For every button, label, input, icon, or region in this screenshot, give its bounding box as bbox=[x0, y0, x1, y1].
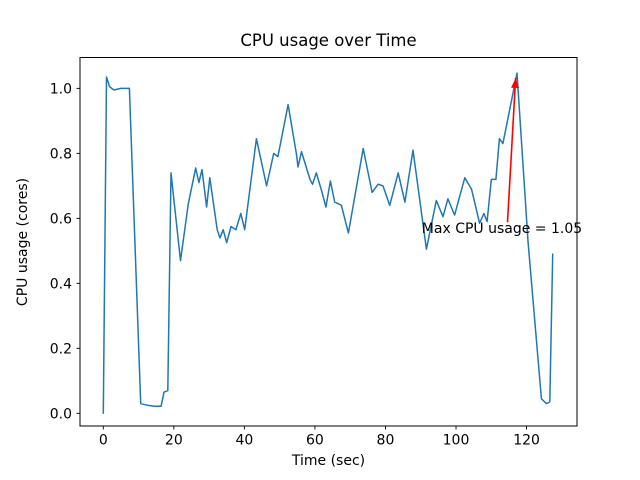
plot-area bbox=[79, 57, 578, 427]
x-tick-label: 20 bbox=[165, 433, 183, 449]
x-tick-label: 0 bbox=[99, 433, 108, 449]
x-tick-label: 40 bbox=[235, 433, 253, 449]
y-tick-label: 0.8 bbox=[50, 146, 72, 162]
x-axis-label: Time (sec) bbox=[291, 453, 365, 469]
cpu-usage-line bbox=[102, 72, 554, 415]
x-tick-label: 100 bbox=[443, 433, 470, 449]
y-tick-label: 0.4 bbox=[50, 276, 72, 292]
y-tick-label: 1.0 bbox=[50, 81, 72, 97]
max-cpu-annotation: Max CPU usage = 1.05 bbox=[422, 221, 582, 237]
y-tick-label: 0.2 bbox=[50, 341, 72, 357]
annotation-arrow bbox=[506, 77, 520, 223]
x-tick-label: 60 bbox=[306, 433, 324, 449]
y-tick-label: 0.6 bbox=[50, 211, 72, 227]
y-tick-label: 0.0 bbox=[50, 406, 72, 422]
x-tick-label: 120 bbox=[513, 433, 540, 449]
x-tick-label: 80 bbox=[377, 433, 395, 449]
data-series bbox=[102, 72, 554, 415]
axis-ticks: 0 20 40 60 80 100 120 0.0 0.2 0.4 0.6 0.8 1.0 bbox=[50, 81, 540, 448]
y-axis-label: CPU usage (cores) bbox=[15, 178, 31, 306]
annotation-arrow-line bbox=[506, 77, 517, 223]
chart-title: CPU usage over Time bbox=[240, 31, 416, 50]
annotation-arrowhead bbox=[511, 77, 520, 89]
